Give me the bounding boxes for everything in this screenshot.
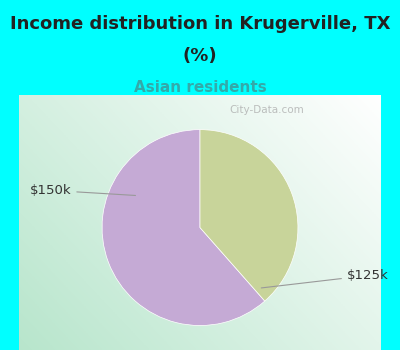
Text: $150k: $150k	[30, 184, 136, 197]
Text: Asian residents: Asian residents	[134, 80, 266, 95]
Text: City-Data.com: City-Data.com	[230, 105, 304, 116]
Wedge shape	[200, 130, 298, 301]
Text: (%): (%)	[183, 47, 217, 65]
Text: $125k: $125k	[261, 269, 389, 288]
Text: Income distribution in Krugerville, TX: Income distribution in Krugerville, TX	[10, 15, 390, 33]
Wedge shape	[102, 130, 265, 326]
